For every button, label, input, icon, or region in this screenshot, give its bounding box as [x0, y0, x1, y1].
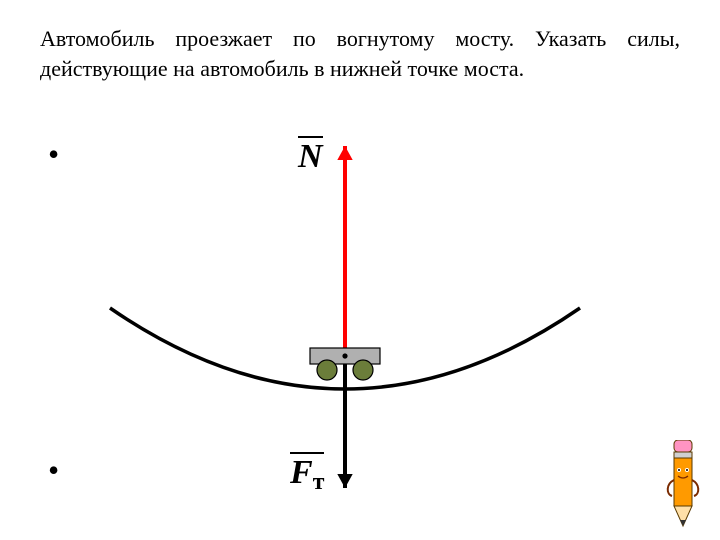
force-origin-dot: [342, 353, 347, 358]
pencil-cartoon-icon: [660, 440, 706, 530]
force-ft-label: Fт: [290, 452, 324, 492]
force-diagram: [0, 0, 720, 540]
force-ft-label-main: F: [290, 454, 313, 491]
car-wheel-left: [317, 360, 337, 380]
force-ft-label-sub: т: [313, 469, 325, 495]
force-n-arrow-head: [337, 146, 352, 160]
force-n-label: N: [298, 136, 323, 176]
force-ft-arrow-head: [337, 474, 352, 488]
car-wheel-right: [353, 360, 373, 380]
force-n-label-text: N: [298, 138, 323, 175]
